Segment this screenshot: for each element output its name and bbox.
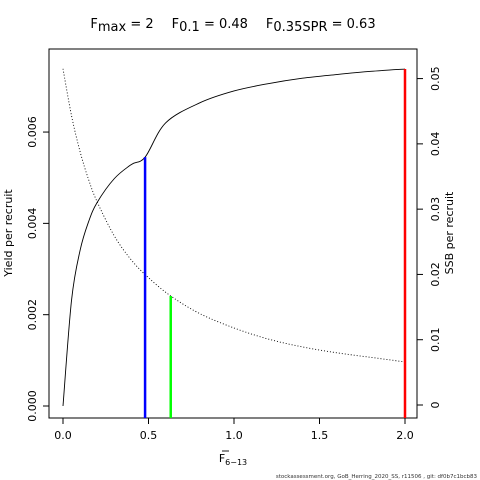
y-right-tick-label: 0.01 [429,327,442,352]
x-axis-title-sub: 6−13 [225,458,247,467]
title-f035-value: = 0.63 [327,17,375,32]
y-axis-left: 0.000 0.002 0.004 0.006 [26,116,49,422]
y-axis-right-title: SSB per recruit [443,191,456,274]
x-tick-label: 1.0 [225,429,243,442]
x-axis-title-base: F [219,452,225,465]
x-tick-label: 0.0 [54,429,72,442]
title-fmax-sub: max [98,20,127,35]
title-fmax-base: F [90,17,97,32]
title-f01-base: F [172,17,179,32]
curves-layer [62,68,406,407]
y-left-tick-label: 0.006 [26,116,39,148]
x-axis-title: F6−13 [219,452,247,467]
y-left-tick-label: 0.004 [26,208,39,240]
y-axis-right: 0 0.01 0.02 0.03 0.04 0.05 [417,66,442,409]
y-right-tick-label: 0.05 [429,66,442,91]
y-left-tick-label: 0.000 [26,390,39,422]
y-right-tick-label: 0.02 [429,262,442,287]
title-f035-base: F [266,17,273,32]
title-f01-sub: 0.1 [179,20,200,35]
y-axis-left-title: Yield per recruit [2,189,15,278]
plot-frame [48,48,418,419]
yield-per-recruit-curve [62,68,406,407]
x-axis: 0.0 0.5 1.0 1.5 2.0 [54,418,414,442]
x-tick-label: 0.5 [140,429,158,442]
y-right-tick-label: 0 [429,402,442,409]
title-fmax-value: = 2 [126,17,153,32]
footer-source: stockassessment.org, GoB_Herring_2020_SS… [276,474,478,480]
chart-title: Fmax = 2 F0.1 = 0.48 F0.35SPR = 0.63 [90,17,375,35]
title-f035-sub: 0.35SPR [273,20,327,35]
x-tick-label: 2.0 [396,429,414,442]
y-left-tick-label: 0.002 [26,299,39,331]
reference-lines-layer [143,69,407,418]
y-right-tick-label: 0.04 [429,132,442,157]
y-right-tick-label: 0.03 [429,197,442,222]
x-tick-label: 1.5 [311,429,329,442]
ssb-per-recruit-curve [62,68,406,363]
title-f01-value: = 0.48 [200,17,248,32]
